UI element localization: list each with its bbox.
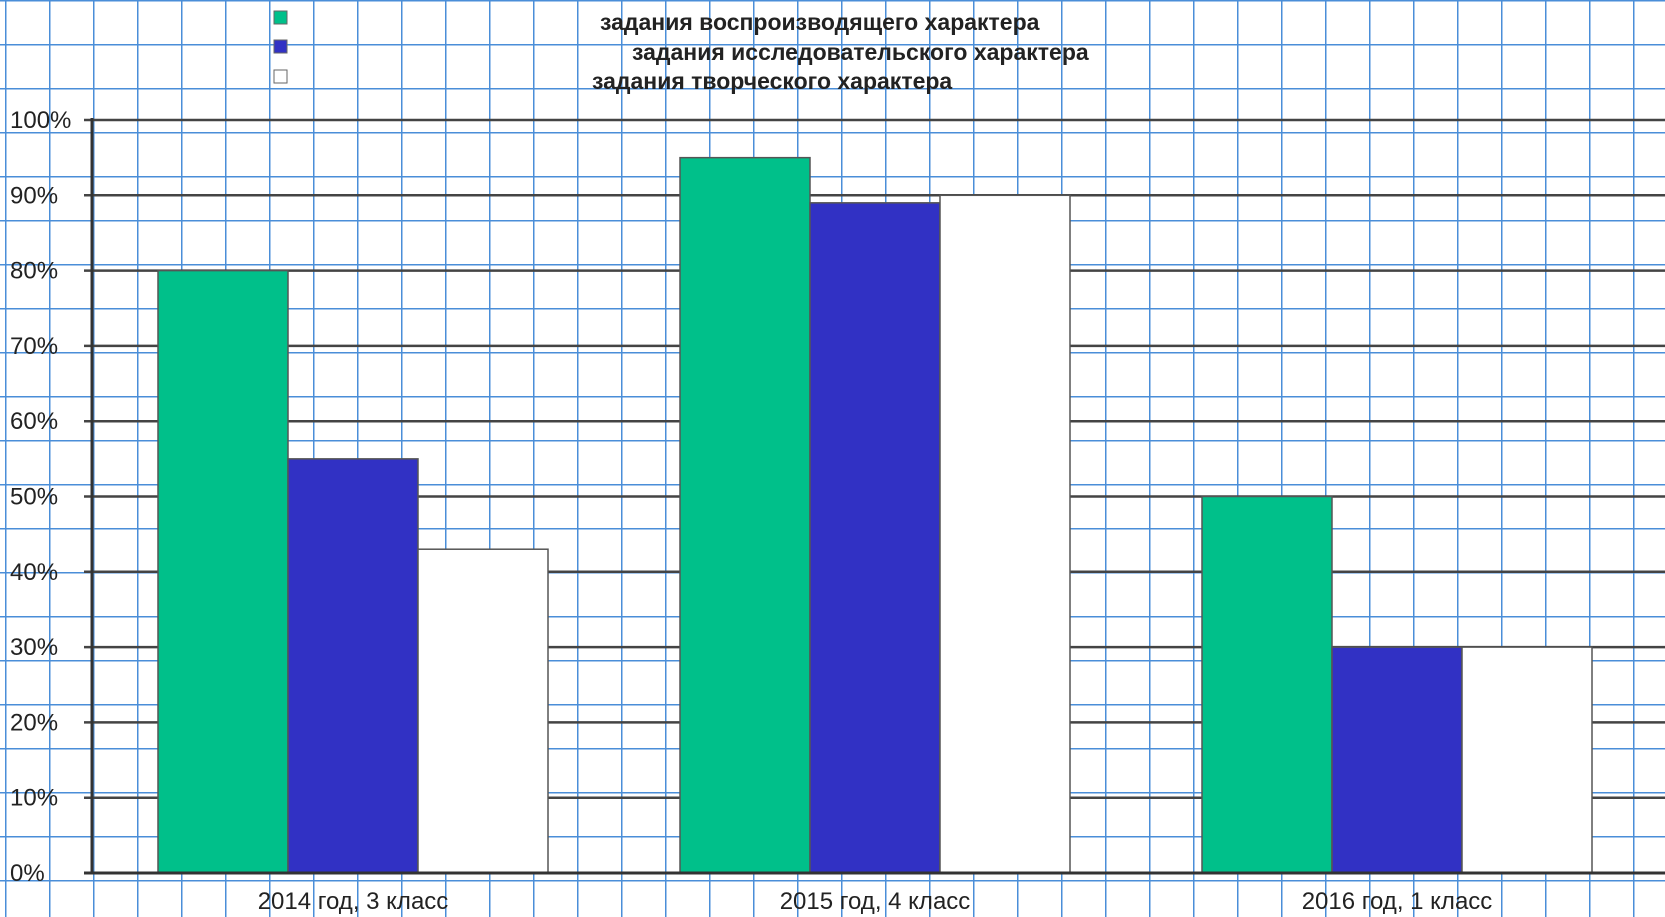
y-tick-label: 20% [10,709,58,736]
bar [809,202,941,874]
legend: задания воспроизводящего характера задани… [273,9,1089,94]
y-tick-label: 100% [10,107,71,134]
bars [157,156,1593,874]
bar [287,458,419,874]
legend-swatch [273,10,288,25]
bar [1461,646,1593,874]
bar [417,548,549,874]
y-tick-labels: 0% 10% 20% 30% 40% 50% 60% 70% 80% 90% 100% [10,107,71,887]
bar [157,269,289,874]
y-tick-label: 70% [10,333,58,360]
x-tick-labels: 2014 год, 3 класс 2015 год, 4 класс 2016 г… [258,888,1493,915]
y-tick-label: 10% [10,785,58,812]
legend-label: задания творческого характера [592,68,952,94]
bar [1201,495,1333,874]
y-tick-label: 60% [10,408,58,435]
y-tick-label: 40% [10,559,58,586]
x-tick-label: 2015 год, 4 класс [780,888,971,915]
x-tick-label: 2014 год, 3 класс [258,888,449,915]
y-tick-label: 30% [10,634,58,661]
bar [939,194,1071,874]
legend-label: задания воспроизводящего характера [600,9,1040,35]
axes [84,118,1665,875]
bar [1331,646,1463,874]
y-tick-label: 0% [10,860,45,887]
bar [679,156,811,874]
legend-swatch [273,39,288,54]
y-tick-label: 90% [10,182,58,209]
y-tick-label: 80% [10,258,58,285]
legend-swatch [273,69,288,84]
x-tick-label: 2016 год, 1 класс [1302,888,1493,915]
y-tick-label: 50% [10,484,58,511]
legend-label: задания исследовательского характера [632,39,1089,65]
